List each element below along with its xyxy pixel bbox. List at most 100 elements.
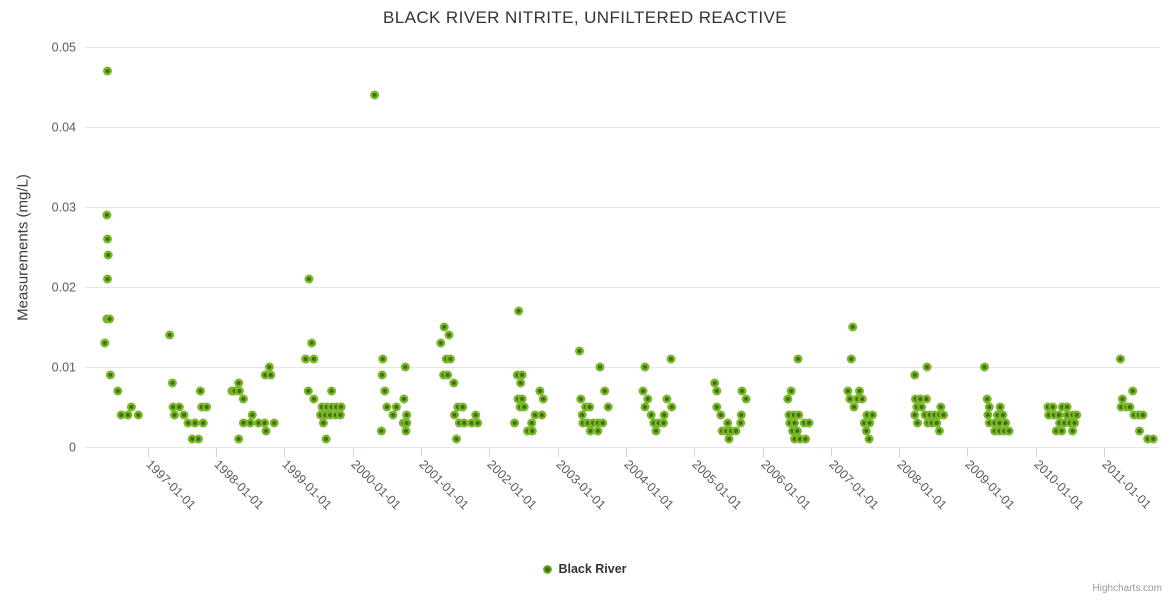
x-tick-label: 2009-01-01 [962, 457, 1017, 512]
data-point-core [852, 405, 856, 409]
data-point-core [537, 389, 542, 393]
data-point-core [529, 421, 534, 425]
data-point-core [738, 421, 743, 425]
data-point-core [1070, 429, 1075, 433]
y-tick-label: 0.02 [52, 281, 76, 295]
data-point-core [328, 413, 333, 417]
data-point-core [1054, 429, 1059, 433]
data-point-core [995, 413, 1000, 417]
data-point-core [712, 381, 717, 385]
data-point-core [606, 405, 611, 409]
data-point-core [867, 437, 872, 441]
data-point-core [404, 429, 408, 433]
data-point-core [1127, 405, 1132, 409]
data-point-core [744, 397, 749, 401]
data-point-core [105, 237, 110, 241]
data-point-core [595, 429, 600, 433]
data-point-core [1046, 413, 1051, 417]
data-point-core [102, 341, 107, 345]
data-point-core [380, 373, 385, 377]
data-point-core [236, 381, 241, 385]
data-point-core [915, 421, 920, 425]
data-point-core [580, 413, 585, 417]
data-point-core [512, 421, 517, 425]
data-point-core [115, 389, 120, 393]
data-point-core [733, 429, 738, 433]
data-point-core [520, 397, 525, 401]
x-tick-label: 1998-01-01 [211, 457, 266, 512]
data-point-core [937, 429, 942, 433]
data-point-core [451, 381, 456, 385]
data-point-core [272, 421, 277, 425]
data-point-core [324, 437, 329, 441]
data-point-core [533, 413, 538, 417]
data-point-core [438, 341, 443, 345]
data-point-core [442, 325, 447, 329]
data-point-core [919, 405, 924, 409]
data-point-core [847, 397, 852, 401]
data-point-core [941, 413, 946, 417]
data-point-core [186, 421, 191, 425]
data-point-core [796, 413, 801, 417]
data-point-core [539, 413, 544, 417]
data-point-core [469, 421, 474, 425]
data-point-core [129, 405, 134, 409]
data-point-core [448, 357, 453, 361]
data-point-core [201, 421, 206, 425]
highcharts-credit-link[interactable]: Highcharts.com [1092, 583, 1162, 594]
data-point-core [849, 357, 854, 361]
legend-item-black-river[interactable]: Black River [0, 562, 1170, 576]
data-point-core [865, 413, 869, 417]
x-tick-label: 2007-01-01 [826, 457, 881, 512]
y-tick-label: 0.01 [52, 361, 76, 375]
data-point-core [256, 421, 261, 425]
data-point-core [263, 373, 268, 377]
data-point-core [987, 421, 992, 425]
data-point-core [1072, 421, 1077, 425]
data-point-core [669, 405, 674, 409]
data-point-core [998, 405, 1003, 409]
data-point-core [473, 413, 478, 417]
data-point-core [306, 389, 311, 393]
data-point-core [267, 365, 272, 369]
data-point-core [262, 421, 267, 425]
data-point-core [171, 405, 176, 409]
data-point-core [1145, 437, 1150, 441]
data-point-core [1151, 437, 1156, 441]
data-point-core [789, 389, 794, 393]
data-point-core [857, 389, 862, 393]
data-point-core [382, 389, 387, 393]
data-point-core [248, 421, 253, 425]
data-point-core [600, 421, 605, 425]
data-point-core [1119, 405, 1124, 409]
data-point-core [380, 357, 385, 361]
data-point-core [108, 373, 113, 377]
data-point-core [105, 277, 110, 281]
x-tick-label: 2004-01-01 [621, 457, 676, 512]
data-point-core [643, 405, 647, 409]
data-point-core [997, 421, 1002, 425]
data-point-core [104, 213, 109, 217]
data-point-core [241, 397, 246, 401]
data-point-core [520, 373, 525, 377]
data-point-core [587, 405, 592, 409]
x-tick-label: 2000-01-01 [348, 457, 403, 512]
data-point-core [107, 317, 112, 321]
chart-title: BLACK RIVER NITRITE, UNFILTERED REACTIVE [383, 8, 787, 27]
data-point-core [321, 421, 326, 425]
x-tick-label: 2001-01-01 [416, 457, 471, 512]
data-point-core [190, 437, 195, 441]
data-point-core [602, 389, 607, 393]
data-point-core [119, 413, 124, 417]
data-point-core [475, 421, 480, 425]
data-point-core [1137, 429, 1142, 433]
data-point-core [445, 373, 450, 377]
data-point-core [196, 437, 201, 441]
data-point-core [403, 365, 408, 369]
data-point-core [1062, 421, 1067, 425]
data-point-core [924, 397, 929, 401]
data-point-core [985, 413, 990, 417]
data-point-core [177, 405, 182, 409]
data-point-core [938, 405, 943, 409]
data-point-core [404, 413, 409, 417]
